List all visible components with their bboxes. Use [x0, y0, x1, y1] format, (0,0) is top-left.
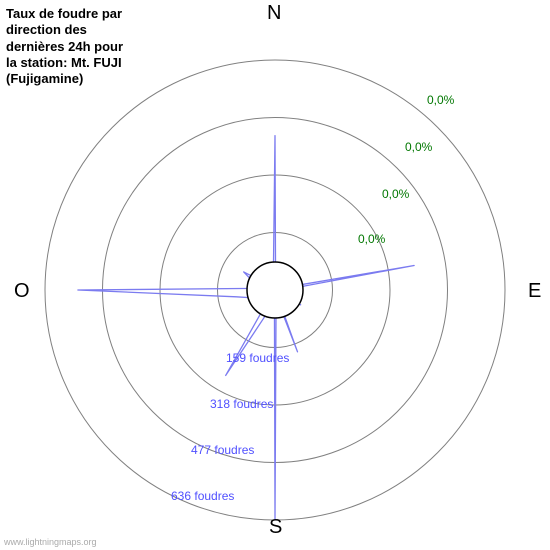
cardinal-w: O [14, 280, 30, 303]
pct-label-3: 0,0% [427, 93, 454, 107]
pct-label-0: 0,0% [358, 232, 385, 246]
chart-title: Taux de foudre par direction des dernièr… [6, 6, 126, 87]
polar-chart-container: { "title": "Taux de foudre par direction… [0, 0, 550, 550]
footer-attribution: www.lightningmaps.org [4, 537, 97, 547]
cardinal-n: N [267, 2, 281, 25]
foudre-label-0: 159 foudres [226, 351, 289, 365]
data-trace [78, 136, 414, 520]
cardinal-e: E [528, 280, 541, 303]
center-hole [247, 262, 303, 318]
cardinal-s: S [269, 516, 282, 539]
pct-label-1: 0,0% [382, 187, 409, 201]
foudre-label-2: 477 foudres [191, 443, 254, 457]
foudre-label-1: 318 foudres [210, 397, 273, 411]
pct-label-2: 0,0% [405, 140, 432, 154]
foudre-label-3: 636 foudres [171, 489, 234, 503]
